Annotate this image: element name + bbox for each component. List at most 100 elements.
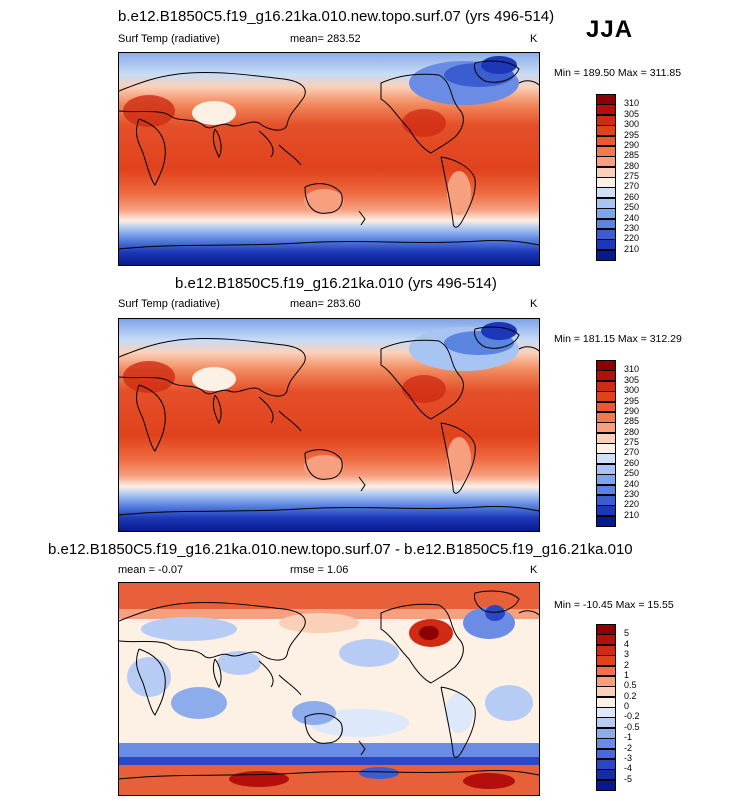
colorbar-label: -2 [624,742,633,753]
coast-greenland [474,60,520,83]
colorbar-label: 220 [624,499,640,510]
antarctic-cold-spot [359,767,399,779]
coast-africa [136,384,166,452]
colorbar-cell [596,644,616,656]
indian-ocean-cool [171,687,227,719]
colorbar-label: 275 [624,437,640,447]
coast-new-zealand [358,476,366,492]
coast-eurasia [119,601,306,661]
colorbar-cell [596,432,616,444]
colorbar-label: 260 [624,191,640,202]
colorbar-label: 250 [624,468,640,479]
colorbar-cell [596,707,616,718]
colorbar-cell [596,505,616,517]
colorbar-label: 0.5 [624,680,637,691]
colorbar-label: 310 [624,364,640,375]
asia-cool [217,651,261,675]
colorbar-cell [596,453,616,465]
colorbar-cell [596,177,616,188]
panel-3-colorbar: 5 4 3 2 1 0.5 0.2 0 -0.2 -0.5 -1 -2 -3 -4 -5 [596,624,656,791]
colorbar-label: -4 [624,763,633,774]
panel-3-title: b.e12.B1850C5.f19_g16.21ka.010.new.topo.… [48,541,633,558]
panel-3-minmax: Min = -10.45 Max = 15.55 [554,599,674,611]
colorbar-label: 285 [624,150,640,161]
colorbar-cell [596,634,616,646]
colorbar-cell [596,249,616,261]
colorbar-label: 260 [624,457,640,468]
colorbar-cell [596,104,616,116]
atlantic-deep-cool [485,605,505,621]
panel-2-variable: Surf Temp (radiative) [118,298,220,310]
coast-australia [304,183,343,214]
colorbar-cell [596,156,616,168]
colorbar-label: -5 [624,773,633,784]
coast-australia [304,713,343,744]
colorbar-label: 250 [624,202,640,213]
panel-2-mean: mean= 283.60 [290,298,361,310]
colorbar-label: 280 [624,426,640,437]
season-label: JJA [586,16,634,43]
australia-mild [304,189,344,213]
colorbar-label: 240 [624,478,640,489]
colorbar-cell [596,135,616,147]
southern-ocean-cool-band [119,743,539,757]
colorbar-cell [596,411,616,423]
colorbar-cell [596,166,616,178]
n-america-warm [402,109,446,137]
coast-s-america [440,422,476,494]
colorbar-cell [596,624,616,635]
australia-mild [304,455,344,479]
panel-1-variable: Surf Temp (radiative) [118,33,220,45]
colorbar-cell [596,114,616,126]
coast-eurasia [119,337,306,397]
colorbar-label: 210 [624,243,640,254]
colorbar-cell [596,239,616,251]
colorbar-cell [596,228,616,240]
colorbar-cell [596,197,616,209]
coast-new-zealand [358,210,366,226]
coast-antarctica [119,770,539,780]
panel-3-map [118,582,540,796]
colorbar-cell [596,125,616,136]
asia-plateau-cold [192,101,236,125]
colorbar-label: 285 [624,416,640,427]
coast-n-america [380,603,464,684]
panel-1-units: K [530,33,538,45]
colorbar-label: 310 [624,98,640,109]
colorbar-label: 3 [624,649,630,660]
colorbar-cell [596,380,616,392]
colorbar-cell [596,443,616,454]
panel-2-colorbar: 310 305 300 295 290 285 280 275 270 260 250 240 230 2… [596,360,656,527]
coast-se-asia [258,660,302,696]
coast-n-america [380,73,464,154]
australia-cool [292,701,336,725]
colorbar-label: 305 [624,374,640,385]
colorbar-label: 290 [624,139,640,150]
panel-2-units: K [530,298,538,310]
colorbar-cell [596,717,616,729]
panel-1-mean: mean= 283.52 [290,33,361,45]
panel-3-units: K [530,564,538,576]
colorbar-label: 2 [624,659,630,670]
colorbar-label: -3 [624,752,633,763]
colorbar-cell [596,422,616,434]
panel-1-map [118,52,540,266]
panel-2-title: b.e12.B1850C5.f19_g16.21ka.010 (yrs 496-… [175,275,497,292]
coast-antarctica [119,506,539,516]
eurasia-cool [141,617,237,641]
panel-1-title: b.e12.B1850C5.f19_g16.21ka.010.new.topo.… [118,8,555,25]
colorbar-label: 5 [624,628,630,639]
coast-s-america [440,686,476,758]
colorbar-label: 275 [624,171,640,181]
colorbar-label: 0.2 [624,690,637,701]
colorbar-label: -1 [624,732,633,743]
southern-ocean-deep-band [119,757,539,765]
colorbar-label: 290 [624,405,640,416]
colorbar-label: 300 [624,385,640,396]
colorbar-cell [596,208,616,219]
coast-africa [136,118,166,186]
coast-eurasia [119,71,306,131]
colorbar-cell [596,748,616,760]
colorbar-cell [596,665,616,677]
africa-cool [127,657,171,697]
